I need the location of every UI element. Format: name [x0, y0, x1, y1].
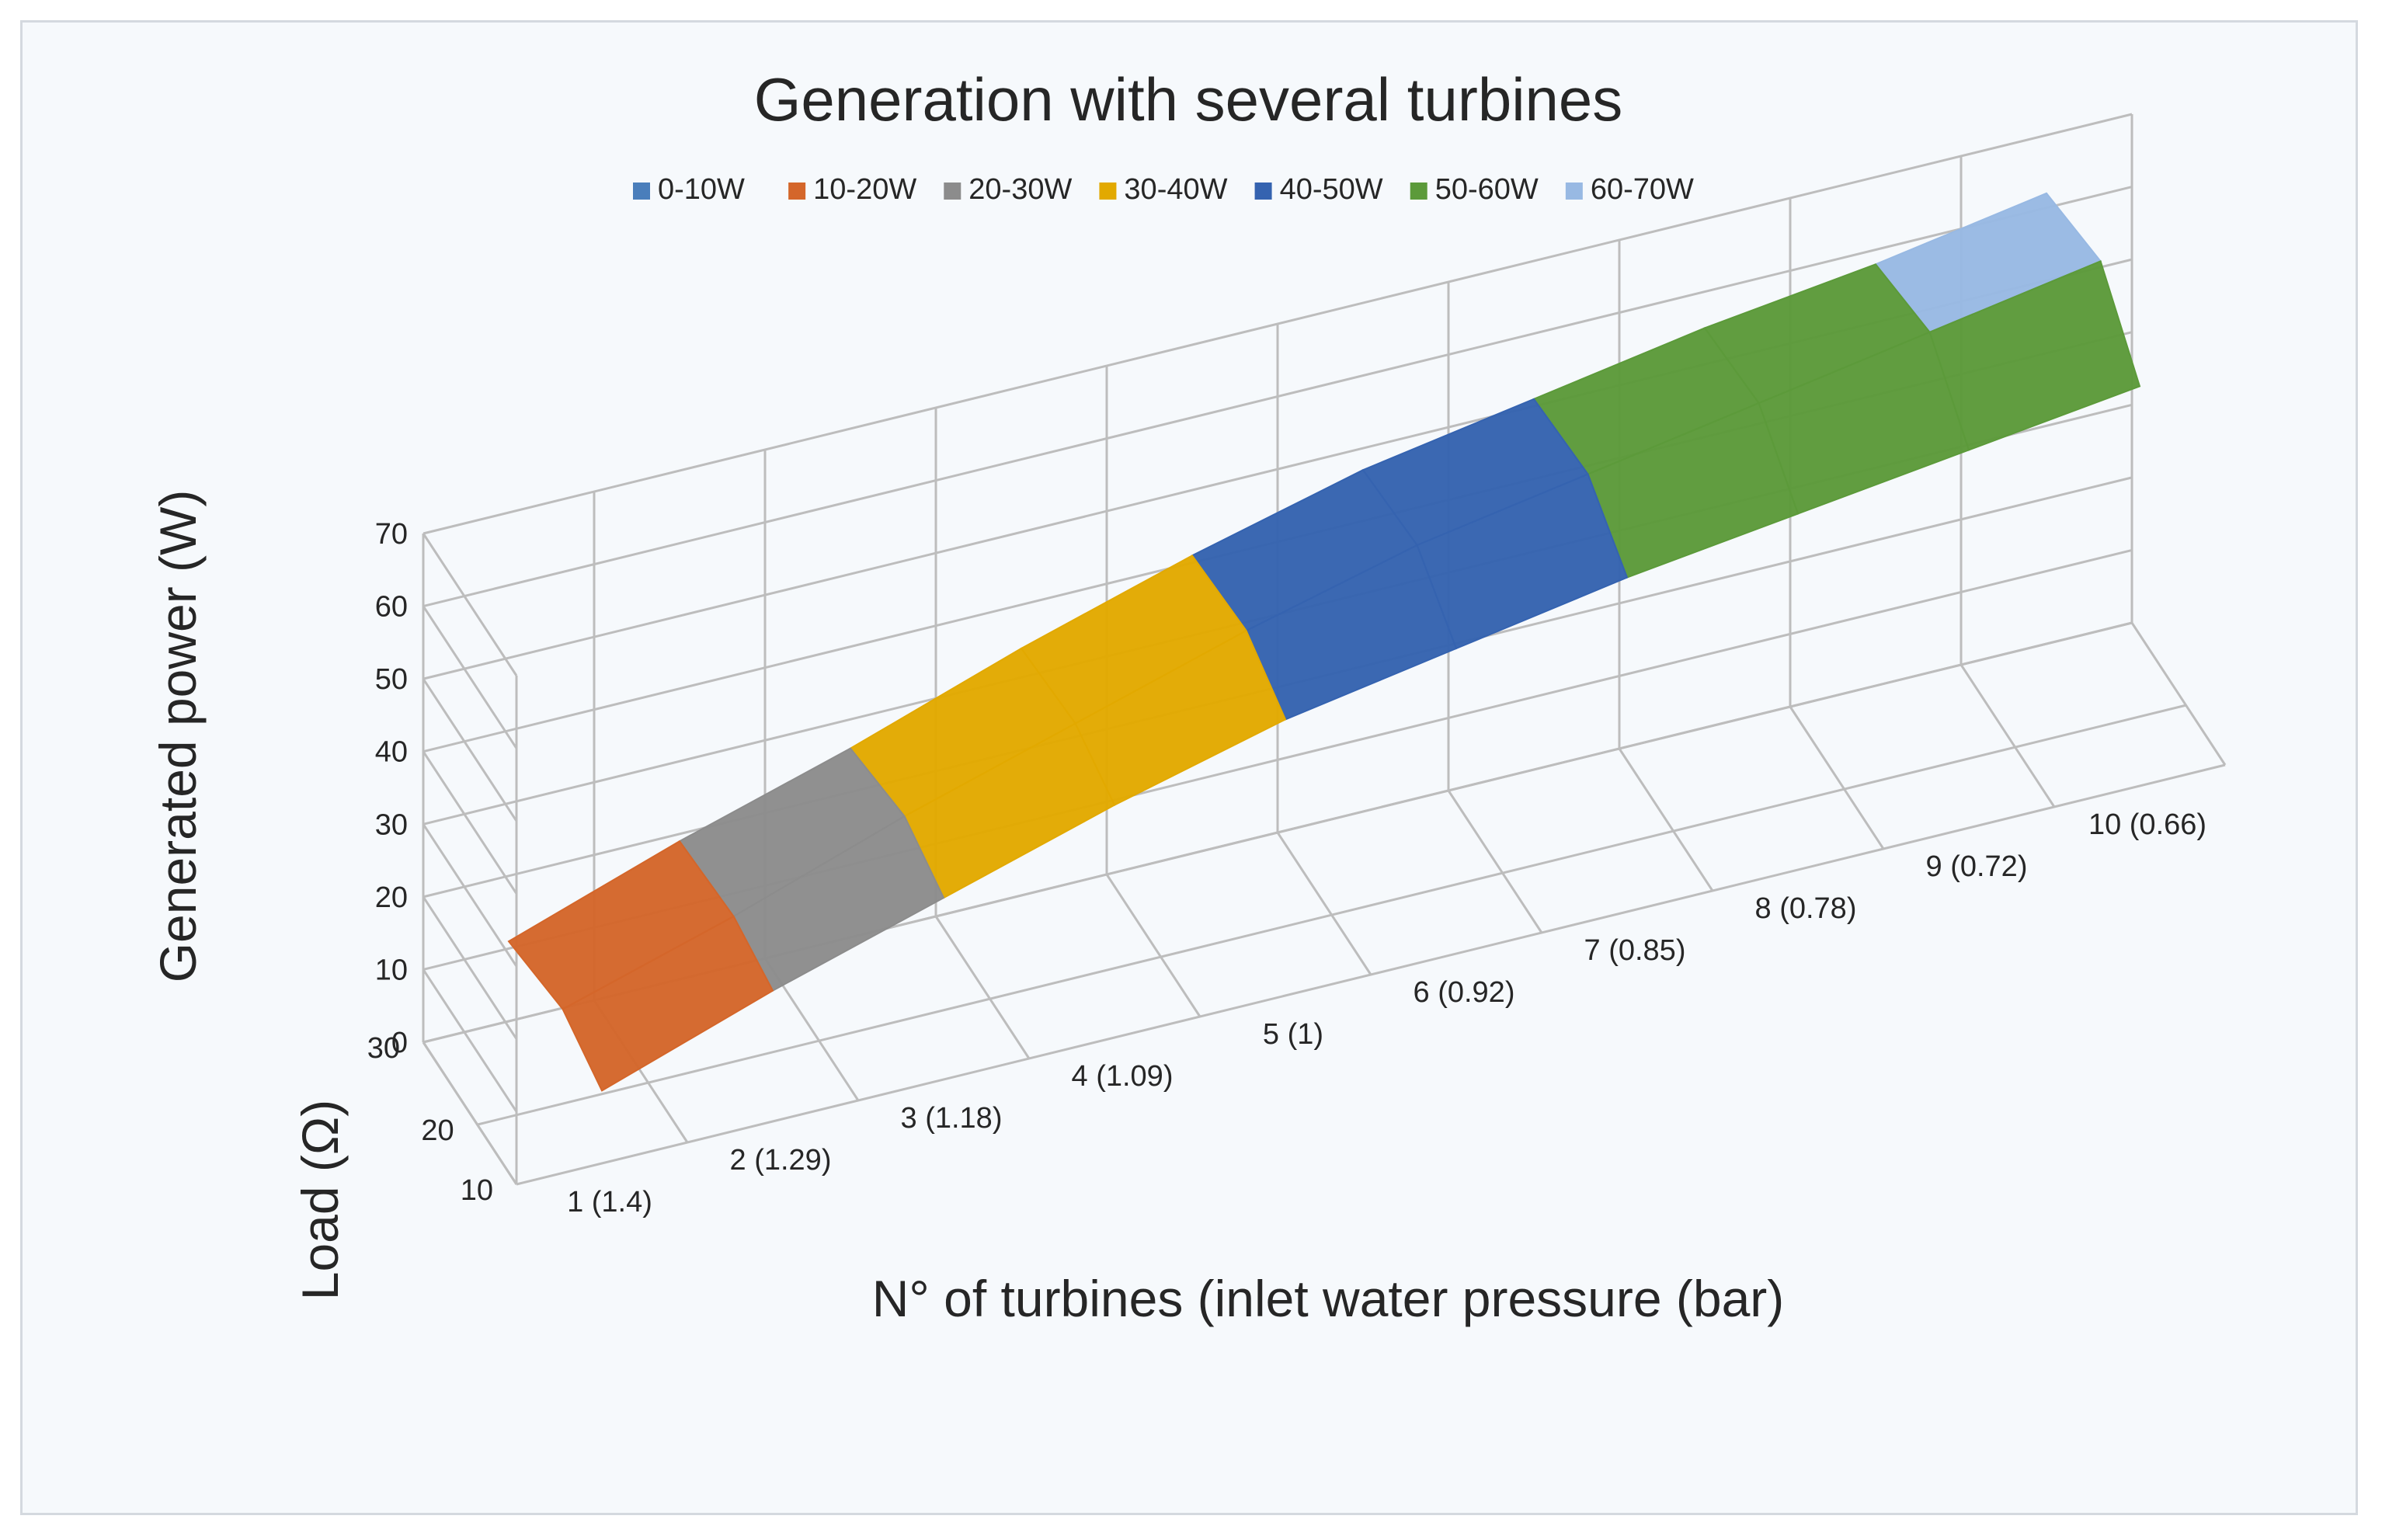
floor-gridline: [1789, 706, 1885, 850]
floor-gridline: [477, 704, 2186, 1126]
x-tick-label: 2 (1.29): [730, 1144, 832, 1177]
legend-label: 20-30W: [968, 173, 1072, 206]
x-tick-label: 9 (0.72): [1926, 850, 2028, 883]
legend-item: 30-40W: [1099, 173, 1228, 206]
floor-gridline: [1105, 874, 1201, 1017]
chart-title: Generation with several turbines: [754, 65, 1623, 134]
side-wall-gridline: [422, 823, 518, 968]
legend-label: 50-60W: [1435, 173, 1539, 206]
surface: [507, 192, 2141, 1092]
x-tick-label: 1 (1.4): [567, 1186, 652, 1218]
legend-swatch: [944, 183, 961, 200]
x-tick-label: 8 (0.78): [1755, 892, 1857, 925]
floor-gridline: [1276, 832, 1372, 975]
legend-swatch: [1254, 183, 1272, 200]
legend-swatch: [1410, 183, 1427, 200]
side-wall-gridline: [422, 896, 518, 1040]
floor-gridline: [1618, 748, 1714, 892]
y-tick-label: 10: [461, 1174, 493, 1207]
legend-swatch: [1099, 183, 1117, 200]
legend-label: 60-70W: [1591, 173, 1694, 206]
legend-item: 50-60W: [1410, 173, 1539, 206]
y-tick-label: 20: [421, 1114, 454, 1147]
legend-label: 0-10W: [658, 173, 745, 206]
side-wall-gridline: [422, 533, 518, 676]
x-tick-label: 6 (0.92): [1414, 976, 1515, 1009]
legend-item: 60-70W: [1565, 173, 1694, 206]
side-wall-gridline: [422, 678, 518, 822]
floor-gridline: [1447, 790, 1543, 933]
z-tick-label: 10: [375, 954, 408, 986]
z-tick-label: 0: [391, 1027, 408, 1059]
legend-label: 10-20W: [813, 173, 916, 206]
z-tick-label: 30: [375, 808, 408, 841]
floor-gridline: [516, 763, 2226, 1186]
floor-gridline: [934, 916, 1031, 1059]
x-tick-label: 4 (1.09): [1072, 1060, 1174, 1093]
floor-gridline: [422, 1041, 518, 1185]
y-axis-label: Load (Ω): [291, 1100, 349, 1300]
legend: 0-10W 10-20W 20-30W 30-40W 40-50W 50-60W 60-70…: [633, 173, 1694, 206]
floor-gridline: [2130, 622, 2227, 766]
z-tick-label: 50: [375, 663, 408, 696]
x-tick-label: 3 (1.18): [901, 1102, 1003, 1135]
z-axis-label: Generated power (W): [149, 490, 207, 983]
x-tick-label: 5 (1): [1263, 1018, 1323, 1051]
side-wall-gridline: [422, 605, 518, 749]
surface-patch: [562, 915, 774, 1092]
side-wall-gridline: [422, 968, 518, 1113]
x-tick-label: 10 (0.66): [2088, 808, 2206, 841]
legend-swatch: [788, 183, 806, 200]
legend-swatch: [633, 183, 650, 200]
floor-gridline: [1959, 664, 2056, 808]
z-tick-label: 70: [375, 518, 408, 551]
legend-label: 30-40W: [1124, 173, 1227, 206]
x-tick-label: 7 (0.85): [1584, 934, 1686, 967]
y-tick-label: 30: [367, 1032, 400, 1065]
z-tick-label: 20: [375, 881, 408, 914]
legend-item: 0-10W: [633, 173, 745, 206]
side-wall-gridline: [422, 750, 518, 895]
z-tick-label: 60: [375, 591, 408, 624]
z-tick-label: 40: [375, 736, 408, 769]
legend-swatch: [1565, 183, 1583, 200]
legend-item: 40-50W: [1254, 173, 1383, 206]
legend-label: 40-50W: [1280, 173, 1383, 206]
legend-item: 10-20W: [788, 173, 916, 206]
legend-item: 20-30W: [944, 173, 1072, 206]
x-axis-label: N° of turbines (inlet water pressure (ba…: [872, 1270, 1785, 1327]
